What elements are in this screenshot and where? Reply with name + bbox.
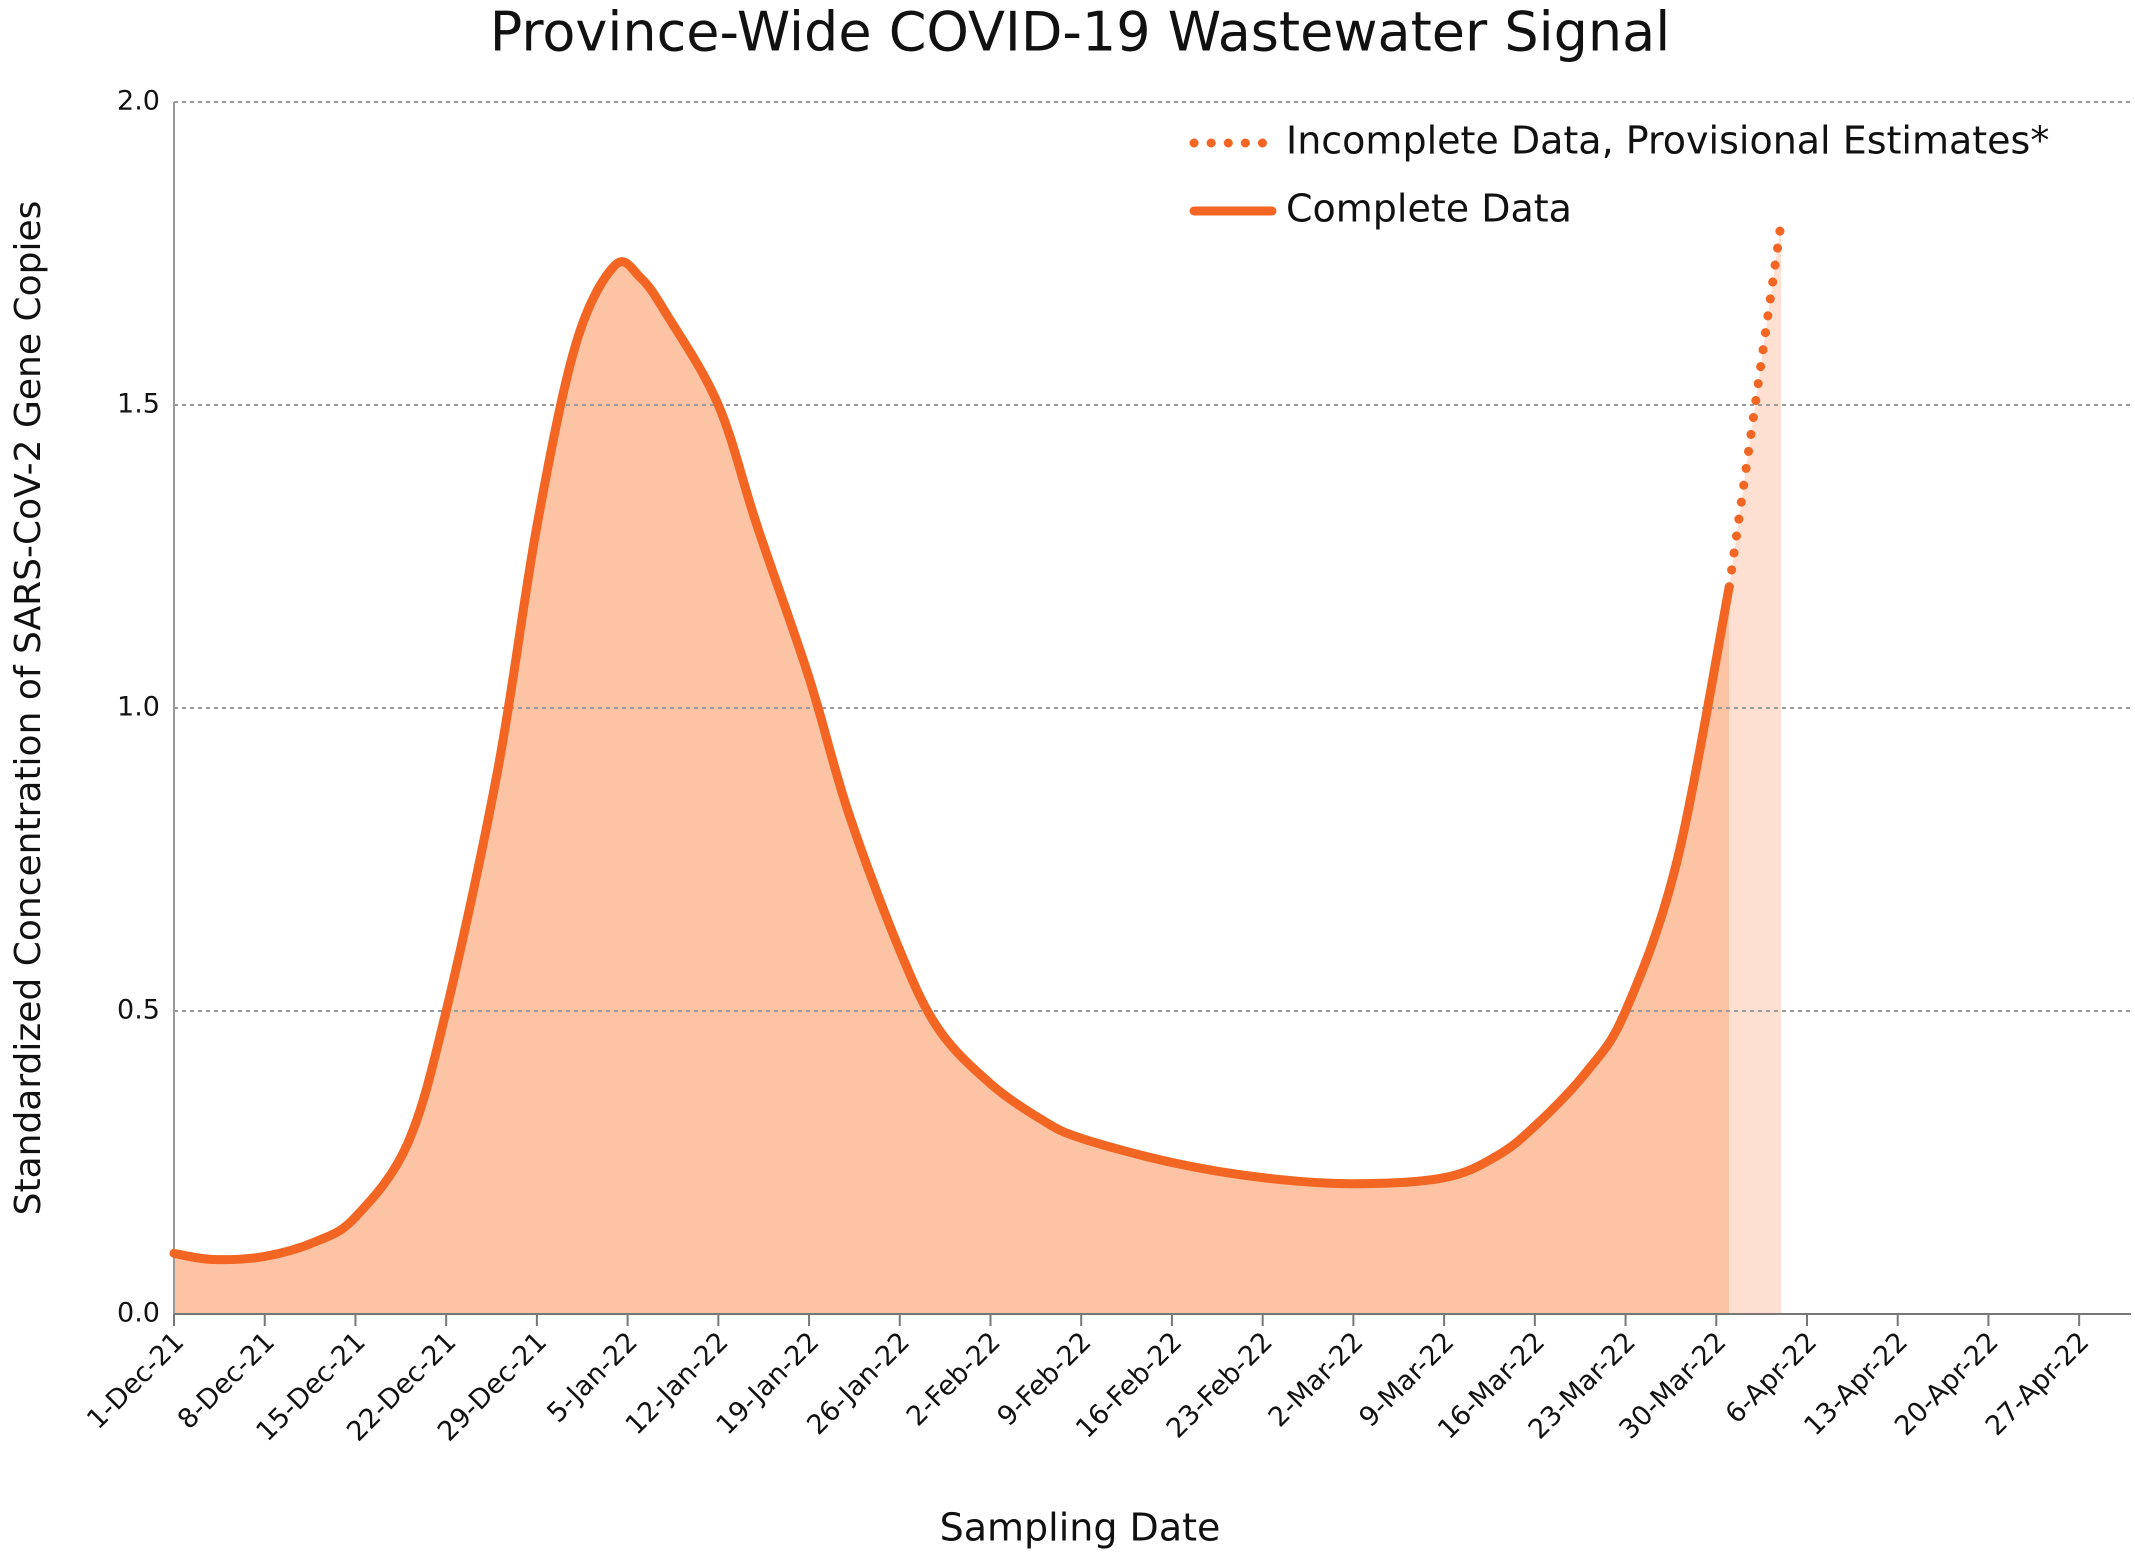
area [174,261,1730,1314]
y-tick-label: 0.0 [117,1298,160,1329]
line [169,257,1734,1265]
y-tick-label: 1.5 [117,389,160,420]
legend-label: Incomplete Data, Provisional Estimates* [1286,119,2049,163]
area [1729,223,1782,1315]
legend-label: Complete Data [1286,187,1572,231]
x-tick-label: 2-Mar-22 [1263,1326,1370,1433]
y-tick-label: 0.5 [117,995,160,1026]
x-tick-label: 1-Dec-21 [81,1326,190,1435]
line [1724,218,1786,592]
x-tick-label: 2-Feb-22 [901,1326,1007,1432]
y-axis-label: Standardized Concentration of SARS-CoV-2… [8,201,49,1216]
y-tick-label: 2.0 [117,86,160,117]
chart-title: Province-Wide COVID-19 Wastewater Signal [490,1,1670,64]
x-axis-label: Sampling Date [940,1506,1221,1550]
y-tick-label: 1.0 [117,692,160,723]
